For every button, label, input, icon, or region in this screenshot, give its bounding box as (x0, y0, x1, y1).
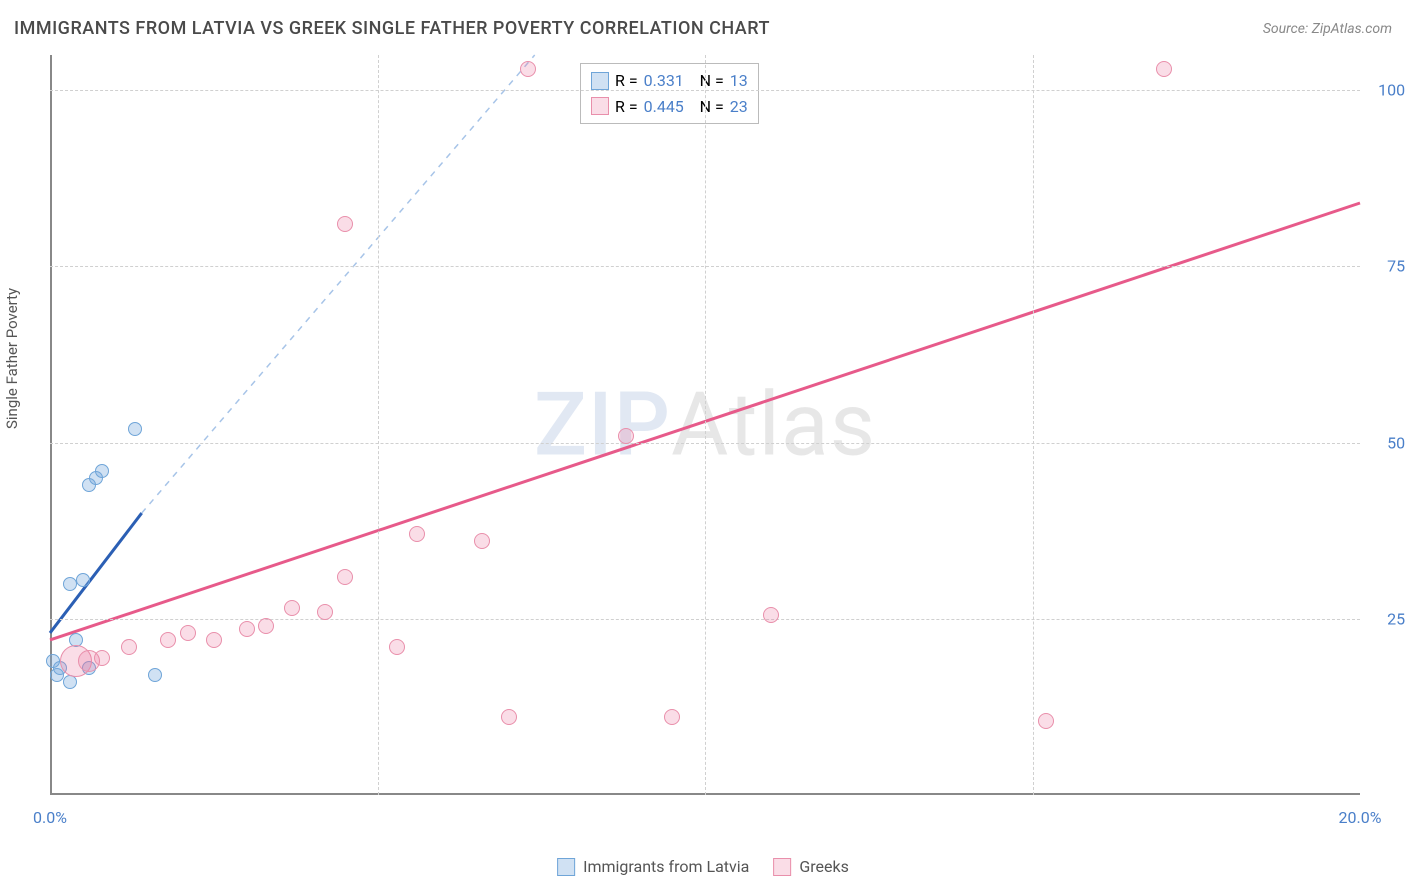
plot-area: ZIPAtlas R = 0.331 N = 13 R = 0.445 N = … (50, 55, 1360, 795)
swatch-latvia (591, 72, 609, 90)
legend-label-latvia: Immigrants from Latvia (583, 857, 749, 876)
y-tick-label: 100.0% (1370, 81, 1406, 100)
series-legend: Immigrants from Latvia Greeks (557, 857, 849, 876)
x-tick-label: 0.0% (33, 808, 67, 827)
y-tick-label: 25.0% (1370, 609, 1406, 628)
legend-item-latvia: Immigrants from Latvia (557, 857, 749, 876)
correlation-legend: R = 0.331 N = 13 R = 0.445 N = 23 (580, 63, 759, 124)
source-attribution: Source: ZipAtlas.com (1263, 21, 1392, 37)
n-label: N = (700, 94, 724, 120)
legend-swatch-latvia (557, 858, 575, 876)
r-value-greeks: 0.445 (644, 94, 694, 120)
y-tick-label: 50.0% (1370, 433, 1406, 452)
legend-item-greeks: Greeks (773, 857, 849, 876)
legend-swatch-greeks (773, 858, 791, 876)
swatch-greeks (591, 97, 609, 115)
y-axis-title: Single Father Poverty (3, 288, 21, 429)
n-value-greeks: 23 (730, 94, 748, 120)
title-bar: IMMIGRANTS FROM LATVIA VS GREEK SINGLE F… (14, 18, 1392, 39)
x-tick-label: 20.0% (1339, 808, 1382, 827)
r-label: R = (615, 94, 638, 120)
chart-title: IMMIGRANTS FROM LATVIA VS GREEK SINGLE F… (14, 18, 770, 39)
y-tick-label: 75.0% (1370, 257, 1406, 276)
legend-row-greeks: R = 0.445 N = 23 (591, 94, 748, 120)
legend-label-greeks: Greeks (799, 857, 849, 876)
